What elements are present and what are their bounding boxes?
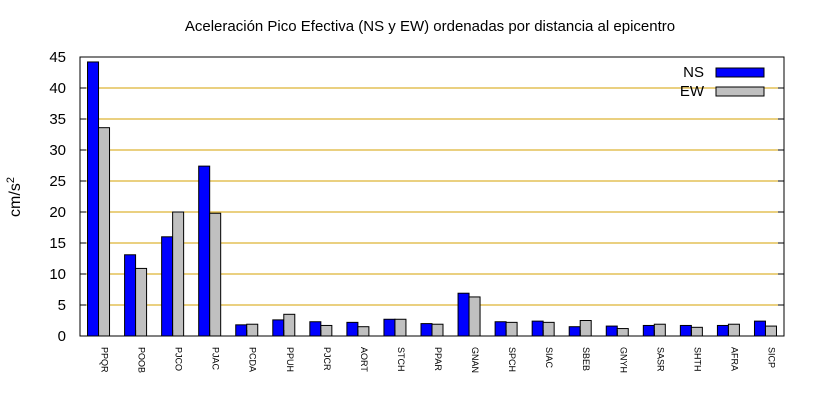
x-tick-label: PJCR (322, 347, 332, 371)
bar-ew-afra (727, 323, 740, 337)
x-tick-label: PPQR (100, 347, 110, 373)
bar-ew-pjcr (320, 324, 333, 337)
y-tick-label: 30 (49, 142, 66, 159)
bar-ew-stch (394, 318, 407, 337)
bar-ns-gnan (457, 292, 470, 337)
x-tick-label: AFRA (729, 347, 739, 371)
legend-label-ew: EW (680, 83, 705, 100)
y-axis-label-superscript: 2 (5, 177, 17, 183)
bar-ew-gnyh (616, 328, 629, 337)
bar-ns-pjac (198, 165, 211, 337)
legend-label-ns: NS (683, 64, 704, 81)
bar-ns-ppuh (272, 319, 285, 337)
bar-ns-afra (716, 324, 729, 337)
bar-ew-poob (135, 267, 148, 337)
bar-ns-aort (346, 321, 359, 337)
x-tick-label: PPUH (285, 347, 295, 372)
x-tick-label: STCH (396, 347, 406, 372)
bar-ns-ppqr (87, 61, 100, 337)
bar-ns-pjco (161, 236, 174, 337)
grid-lines (80, 87, 784, 306)
y-tick-label: 25 (49, 173, 66, 190)
x-tick-label: PJAC (211, 347, 221, 371)
y-tick-label: 45 (49, 49, 66, 66)
bar-ns-pjcr (309, 321, 322, 337)
bar-ns-spch (494, 321, 507, 337)
bar-ew-ppar (431, 323, 444, 337)
bar-ew-siac (542, 321, 555, 337)
legend-swatch-ns (715, 67, 765, 78)
bar-ew-aort (357, 326, 370, 337)
y-tick-label: 35 (49, 111, 66, 128)
bar-ns-gnyh (605, 325, 618, 337)
bar-ns-ppar (420, 323, 433, 337)
bar-ew-pjac (209, 212, 222, 337)
bar-ew-sasr (653, 323, 666, 337)
bar-ew-spch (505, 321, 518, 337)
bar-ns-sicp (753, 320, 766, 337)
x-tick-label: SASR (655, 347, 665, 372)
y-tick-label: 5 (58, 297, 66, 314)
y-tick-label: 20 (49, 204, 66, 221)
y-axis-label-text: cm/s (7, 183, 24, 217)
x-tick-label: GNYH (618, 347, 628, 373)
x-tick-label: PJCO (174, 347, 184, 371)
bar-ew-shth (690, 326, 703, 337)
bar-ew-ppqr (98, 127, 111, 337)
y-tick-label: 15 (49, 235, 66, 252)
bar-ew-sbeb (579, 320, 592, 337)
chart-title: Aceleración Pico Efectiva (NS y EW) orde… (185, 18, 675, 35)
x-tick-label: SPCH (507, 347, 517, 372)
bar-ew-ppuh (283, 313, 296, 337)
bar-ns-pcda (235, 324, 248, 337)
x-tick-label: SIAC (544, 347, 554, 369)
bar-ew-pjco (172, 211, 185, 337)
y-tick-label: 10 (49, 266, 66, 283)
plot-frame (79, 56, 785, 337)
bar-ew-pcda (246, 323, 259, 337)
x-tick-label: SICP (766, 347, 776, 368)
bar-ns-poob (124, 254, 137, 337)
x-tick-label: PPAR (433, 347, 443, 371)
y-axis-ticks: 0 5 10 15 20 25 30 35 40 45 (49, 49, 784, 345)
y-tick-label: 0 (58, 328, 66, 345)
x-tick-label: GNAN (470, 347, 480, 373)
x-tick-label: AORT (359, 347, 369, 372)
x-tick-label: SBEB (581, 347, 591, 371)
y-tick-label: 40 (49, 80, 66, 97)
bar-ew-sicp (764, 325, 777, 337)
bar-ns-sbeb (568, 326, 581, 337)
bar-ns-siac (531, 320, 544, 337)
bar-ew-gnan (468, 296, 481, 337)
legend-swatch-ew (715, 86, 765, 97)
bar-ns-stch (383, 318, 396, 337)
legend: NS EW (680, 64, 765, 100)
x-tick-label: PCDA (248, 347, 258, 372)
x-tick-label: SHTH (692, 347, 702, 372)
y-axis-label: cm/s2 (5, 177, 24, 217)
bar-ns-shth (679, 324, 692, 337)
bar-ns-sasr (642, 324, 655, 337)
x-tick-label: POOB (137, 347, 147, 373)
x-axis-ticks: PPQR POOB PJCO PJAC PCDA PPUH PJCR AORT STCH PPAR… (98, 330, 776, 373)
bars (87, 61, 777, 337)
